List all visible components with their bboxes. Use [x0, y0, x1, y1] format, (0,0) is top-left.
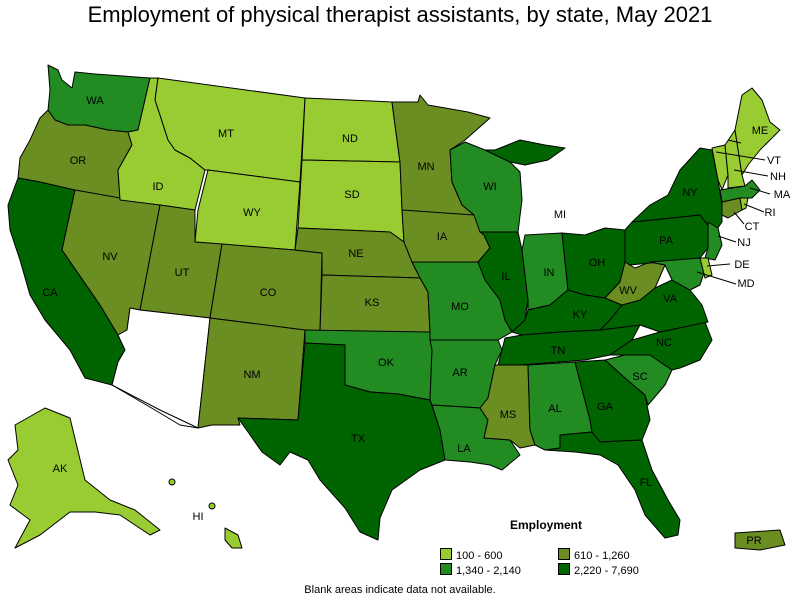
state-labels: WA OR CA NV ID MT WY UT CO NM ND SD NE K…: [42, 95, 791, 547]
label-nh: NH: [770, 171, 786, 183]
label-ks: KS: [365, 297, 380, 309]
label-mo: MO: [451, 301, 469, 313]
label-oh: OH: [589, 257, 606, 269]
legend-label-1: 100 - 600: [456, 550, 503, 562]
label-ar: AR: [452, 367, 467, 379]
label-nv: NV: [102, 251, 118, 263]
state-mi[interactable]: [484, 139, 566, 166]
label-al: AL: [548, 403, 561, 415]
legend-swatch-2: [558, 548, 570, 560]
label-ne: NE: [348, 248, 363, 260]
state-hi-island[interactable]: [168, 478, 176, 486]
state-me[interactable]: [734, 87, 781, 176]
state-de[interactable]: [699, 257, 713, 279]
state-hi-island[interactable]: [208, 502, 216, 510]
label-ok: OK: [378, 357, 395, 369]
state-hi[interactable]: [224, 527, 243, 549]
legend-item-1: 100 - 600: [440, 548, 502, 562]
label-ia: IA: [437, 231, 448, 243]
footnote: Blank areas indicate data not available.: [304, 584, 496, 596]
label-tn: TN: [551, 345, 566, 357]
label-sd: SD: [344, 189, 359, 201]
state-nm[interactable]: [197, 317, 306, 429]
label-me: ME: [752, 125, 769, 137]
legend-label-2: 610 - 1,260: [574, 550, 630, 562]
label-ak: AK: [53, 463, 68, 475]
legend-swatch-4: [558, 563, 570, 575]
label-fl: FL: [640, 477, 653, 489]
label-wy: WY: [243, 207, 261, 219]
label-ga: GA: [597, 401, 614, 413]
state-fl[interactable]: [544, 431, 681, 539]
legend-swatch-3: [440, 563, 452, 575]
state-nd[interactable]: [301, 97, 401, 163]
label-tx: TX: [351, 433, 366, 445]
state-ma[interactable]: [719, 179, 761, 203]
label-hi: HI: [193, 511, 204, 523]
state-nj[interactable]: [704, 221, 723, 261]
state-pr[interactable]: [734, 529, 786, 551]
leader-lines: [111, 139, 771, 429]
label-ca: CA: [42, 287, 58, 299]
label-nm: NM: [243, 369, 260, 381]
legend-label-3: 1,340 - 2,140: [456, 565, 521, 577]
map-title: Employment of physical therapist assista…: [87, 2, 713, 27]
legend-item-2: 610 - 1,260: [558, 548, 630, 562]
legend-title: Employment: [510, 518, 583, 532]
label-il: IL: [501, 271, 510, 283]
label-mi: MI: [554, 209, 566, 221]
state-mt[interactable]: [154, 77, 306, 183]
label-nj: NJ: [737, 237, 750, 249]
state-ak[interactable]: [7, 407, 161, 549]
label-ut: UT: [175, 267, 190, 279]
label-va: VA: [663, 293, 678, 305]
label-id: ID: [153, 181, 164, 193]
label-de: DE: [734, 259, 749, 271]
label-ky: KY: [573, 309, 588, 321]
label-ny: NY: [682, 187, 698, 199]
state-tx[interactable]: [237, 342, 446, 541]
label-ct: CT: [745, 221, 760, 233]
label-pa: PA: [659, 235, 674, 247]
label-wa: WA: [86, 95, 104, 107]
label-pr: PR: [746, 535, 761, 547]
label-wv: WV: [619, 285, 637, 297]
state-vt[interactable]: [711, 144, 729, 191]
label-wi: WI: [483, 181, 496, 193]
state-nc[interactable]: [609, 321, 713, 371]
label-sc: SC: [632, 371, 647, 383]
legend-label-4: 2,220 - 7,690: [574, 565, 639, 577]
label-mn: MN: [417, 161, 434, 173]
label-ma: MA: [774, 189, 791, 201]
label-or: OR: [70, 155, 87, 167]
legend-item-4: 2,220 - 7,690: [558, 563, 639, 577]
label-nc: NC: [656, 337, 672, 349]
legend-item-3: 1,340 - 2,140: [440, 563, 521, 577]
label-vt: VT: [767, 155, 781, 167]
label-mt: MT: [218, 128, 234, 140]
label-md: MD: [737, 278, 754, 290]
label-ms: MS: [500, 409, 517, 421]
label-la: LA: [457, 443, 471, 455]
state-wi[interactable]: [449, 141, 523, 233]
label-ri: RI: [765, 207, 776, 219]
label-in: IN: [544, 267, 555, 279]
label-nd: ND: [342, 133, 358, 145]
label-co: CO: [260, 287, 277, 299]
legend-swatch-1: [440, 548, 452, 560]
